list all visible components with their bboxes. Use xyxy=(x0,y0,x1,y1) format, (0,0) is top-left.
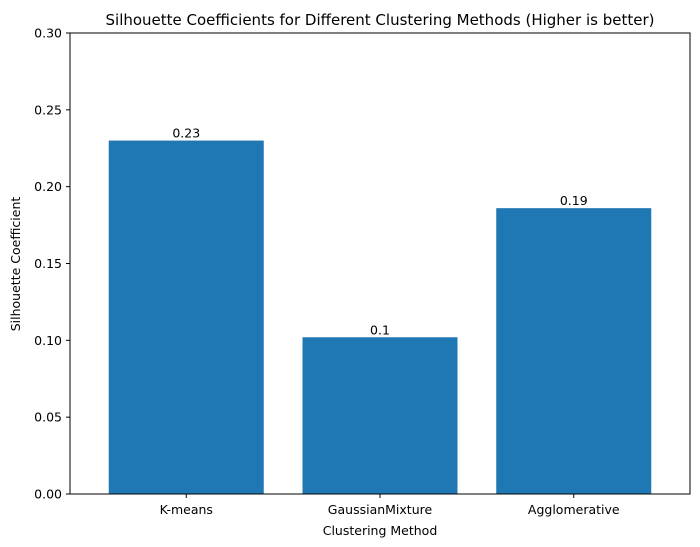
bar-3 xyxy=(496,208,652,494)
y-tick-label-3: 0.10 xyxy=(34,333,62,348)
y-tick-label-7: 0.30 xyxy=(34,26,62,41)
data-label-2: 0.1 xyxy=(370,322,390,337)
y-tick-label-4: 0.15 xyxy=(34,256,62,271)
y-tick-label-2: 0.05 xyxy=(34,410,62,425)
data-label-3: 0.19 xyxy=(560,193,588,208)
y-axis-label: Silhouette Coefficient xyxy=(8,197,23,332)
y-tick-label-1: 0.00 xyxy=(34,487,62,502)
y-tick-label-5: 0.20 xyxy=(34,179,62,194)
x-axis-label: Clustering Method xyxy=(323,523,438,538)
data-label-1: 0.23 xyxy=(172,126,200,141)
x-tick-label-1: K-means xyxy=(160,502,213,517)
x-tick-label-3: Agglomerative xyxy=(528,502,620,517)
bar-2 xyxy=(302,337,458,494)
plot-area: 0.23 K-means 0.1 GaussianMixture 0.19 Agglome… xyxy=(34,26,691,517)
axes-frame xyxy=(69,32,691,495)
chart-title: Silhouette Coefficients for Different Cl… xyxy=(106,11,655,29)
bar-1 xyxy=(108,140,264,494)
x-tick-label-2: GaussianMixture xyxy=(328,502,433,517)
y-tick-label-6: 0.25 xyxy=(34,102,62,117)
